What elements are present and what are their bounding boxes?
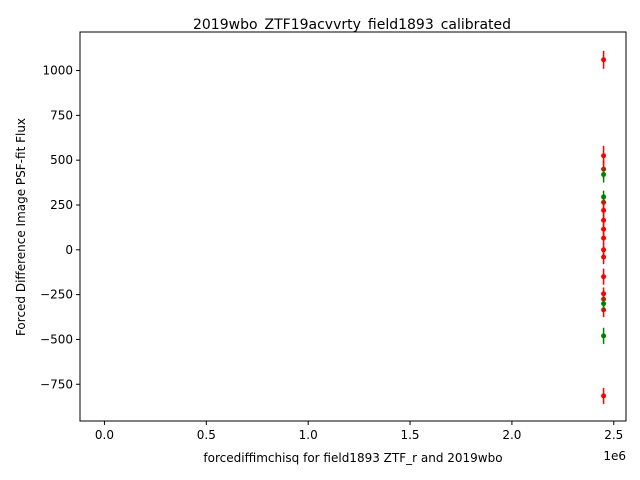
- series-0: [601, 50, 607, 404]
- plot-area: [601, 50, 607, 404]
- x-axis-offset-label: 1e6: [603, 449, 626, 463]
- data-point: [601, 194, 607, 200]
- data-point: [601, 393, 607, 399]
- x-tick-label: 1.0: [299, 428, 318, 442]
- y-tick-label: 750: [50, 108, 73, 122]
- data-point: [601, 217, 607, 223]
- x-axis-label: forcediffimchisq for field1893 ZTF_r and…: [203, 451, 502, 465]
- data-point: [601, 235, 607, 241]
- data-point: [601, 333, 607, 339]
- x-tick-label: 1.5: [400, 428, 419, 442]
- series-1: [601, 166, 607, 310]
- y-tick-label: −750: [40, 377, 73, 391]
- series-2: [601, 327, 607, 344]
- y-tick-label: −250: [40, 288, 73, 302]
- data-point: [601, 254, 607, 260]
- y-tick-label: 1000: [42, 64, 73, 78]
- x-tick-label: 0.0: [95, 428, 114, 442]
- data-point: [601, 172, 607, 178]
- data-point: [601, 57, 607, 63]
- x-axis: 0.0 0.5 1.0 1.5 2.0 2.5: [95, 421, 623, 442]
- data-point: [601, 301, 607, 307]
- data-point: [601, 207, 607, 213]
- x-tick-label: 0.5: [197, 428, 216, 442]
- chart-title: 2019wbo_ZTF19acvvrty_field1893_calibrate…: [193, 17, 511, 33]
- y-axis-label: Forced Difference Image PSF-fit Flux: [14, 118, 28, 336]
- data-point: [601, 274, 607, 280]
- y-tick-label: 0: [65, 243, 73, 257]
- data-point: [601, 226, 607, 232]
- axes-frame: [79, 31, 627, 422]
- y-axis: −750 −500 −250 0 250 500 750 1000: [40, 64, 80, 391]
- y-tick-label: 250: [50, 198, 73, 212]
- x-tick-label: 2.5: [604, 428, 623, 442]
- x-tick-label: 2.0: [502, 428, 521, 442]
- y-tick-label: 500: [50, 153, 73, 167]
- y-tick-label: −500: [40, 332, 73, 346]
- data-point: [601, 153, 607, 159]
